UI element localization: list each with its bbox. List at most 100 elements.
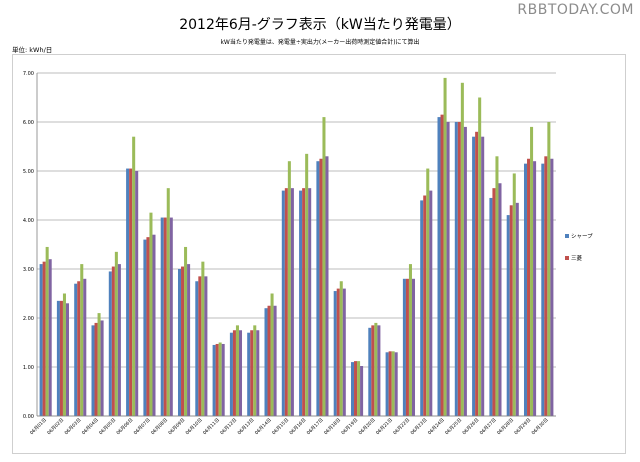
- bar: [533, 161, 537, 416]
- bar: [429, 190, 433, 416]
- x-tick-label: 06月17日: [306, 417, 325, 436]
- bar: [411, 278, 416, 416]
- bar: [472, 136, 476, 416]
- bar: [342, 288, 346, 416]
- bar: [198, 276, 202, 416]
- bar: [100, 320, 104, 416]
- bar: [62, 293, 66, 416]
- bar: [319, 158, 323, 416]
- bar: [368, 327, 372, 416]
- bar: [440, 114, 444, 417]
- bar: [143, 239, 147, 416]
- bar: [235, 325, 239, 416]
- bar: [423, 195, 427, 416]
- x-tick-label: 06月06日: [115, 417, 134, 436]
- bar: [273, 305, 277, 416]
- bar: [506, 215, 510, 416]
- bar: [42, 261, 46, 416]
- bar: [229, 332, 233, 416]
- bar: [481, 136, 485, 416]
- bar: [336, 288, 340, 416]
- bar: [478, 97, 482, 416]
- bar: [498, 183, 502, 416]
- bar: [117, 264, 121, 416]
- x-tick-label: 06月30日: [531, 417, 550, 436]
- y-tick-label: 5.00: [23, 169, 34, 175]
- x-tick-label: 06月03日: [64, 417, 83, 436]
- bar: [48, 259, 52, 416]
- bar: [270, 293, 274, 416]
- bar: [195, 281, 199, 416]
- bar: [212, 344, 216, 416]
- bar: [544, 156, 548, 417]
- x-tick-label: 06月24日: [427, 417, 446, 436]
- x-tick-label: 06月27日: [479, 417, 498, 436]
- x-tick-label: 06月15日: [271, 417, 290, 436]
- bar: [149, 212, 153, 416]
- y-tick-label: 2.00: [23, 316, 34, 322]
- bar: [108, 271, 112, 416]
- x-tick-label: 06月02日: [46, 417, 65, 436]
- bar: [377, 325, 381, 416]
- bar: [247, 332, 251, 416]
- bar: [152, 234, 156, 416]
- bar: [420, 200, 424, 416]
- x-tick-label: 06月18日: [323, 417, 342, 436]
- bar: [492, 188, 496, 416]
- bar: [232, 330, 236, 416]
- bar: [408, 264, 412, 416]
- x-tick-label: 06月11日: [202, 417, 221, 436]
- bar: [204, 276, 208, 416]
- bar: [547, 122, 551, 416]
- y-tick-label: 4.00: [23, 218, 34, 224]
- bar: [250, 330, 254, 416]
- bar: [163, 217, 167, 416]
- bar: [184, 246, 188, 416]
- x-tick-label: 06月16日: [288, 417, 307, 436]
- bar: [385, 352, 389, 416]
- chart-frame: [12, 54, 626, 454]
- bar: [299, 190, 303, 416]
- bar: [281, 190, 285, 416]
- y-tick-label: 0.00: [23, 414, 34, 420]
- bar: [166, 188, 170, 416]
- bar: [290, 188, 294, 416]
- bar: [515, 202, 519, 416]
- bar: [284, 188, 288, 416]
- y-tick-label: 1.00: [23, 365, 34, 371]
- bar: [523, 163, 528, 416]
- bar: [305, 153, 309, 416]
- bar: [495, 156, 499, 417]
- legend-label: シャープ: [571, 233, 593, 240]
- x-tick-label: 06月21日: [375, 417, 394, 436]
- bar: [129, 168, 133, 416]
- bar: [132, 136, 136, 416]
- x-tick-label: 06月05日: [98, 417, 117, 436]
- x-tick-label: 06月14日: [254, 417, 273, 436]
- x-tick-label: 06月26日: [461, 417, 480, 436]
- x-tick-label: 06月22日: [392, 417, 411, 436]
- bar: [302, 188, 306, 416]
- bar: [218, 342, 222, 416]
- bar: [325, 156, 329, 417]
- bar: [160, 217, 164, 416]
- bar: [97, 313, 101, 416]
- x-tick-label: 06月23日: [410, 417, 429, 436]
- x-tick-label: 06月13日: [237, 417, 256, 436]
- bar: [426, 168, 430, 416]
- bar: [316, 161, 320, 416]
- y-tick-label: 7.00: [23, 71, 34, 77]
- bar: [221, 343, 225, 416]
- bar: [371, 325, 375, 416]
- x-tick-label: 06月07日: [133, 417, 152, 436]
- bar: [111, 266, 115, 416]
- bar: [333, 291, 337, 416]
- y-tick-label: 3.00: [23, 267, 34, 273]
- bar: [405, 278, 409, 416]
- bar: [56, 300, 60, 416]
- bar: [80, 264, 84, 416]
- x-tick-label: 06月08日: [150, 417, 169, 436]
- bar: [135, 171, 139, 416]
